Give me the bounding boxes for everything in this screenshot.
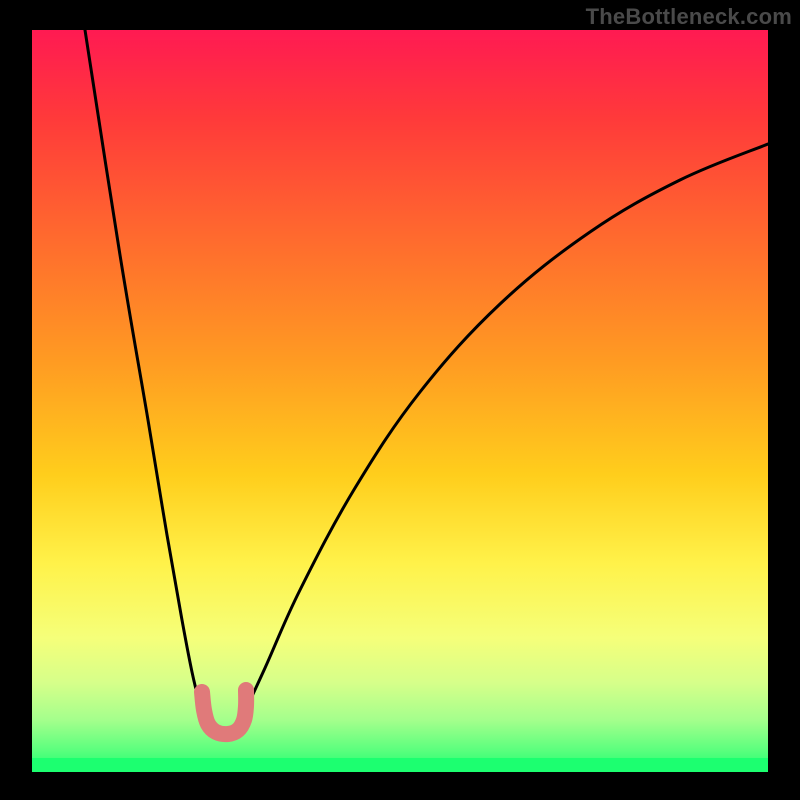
chart-svg [0, 0, 800, 800]
green-baseline [32, 758, 768, 772]
plot-background [32, 30, 768, 772]
watermark-text: TheBottleneck.com [586, 4, 792, 30]
stage: TheBottleneck.com [0, 0, 800, 800]
